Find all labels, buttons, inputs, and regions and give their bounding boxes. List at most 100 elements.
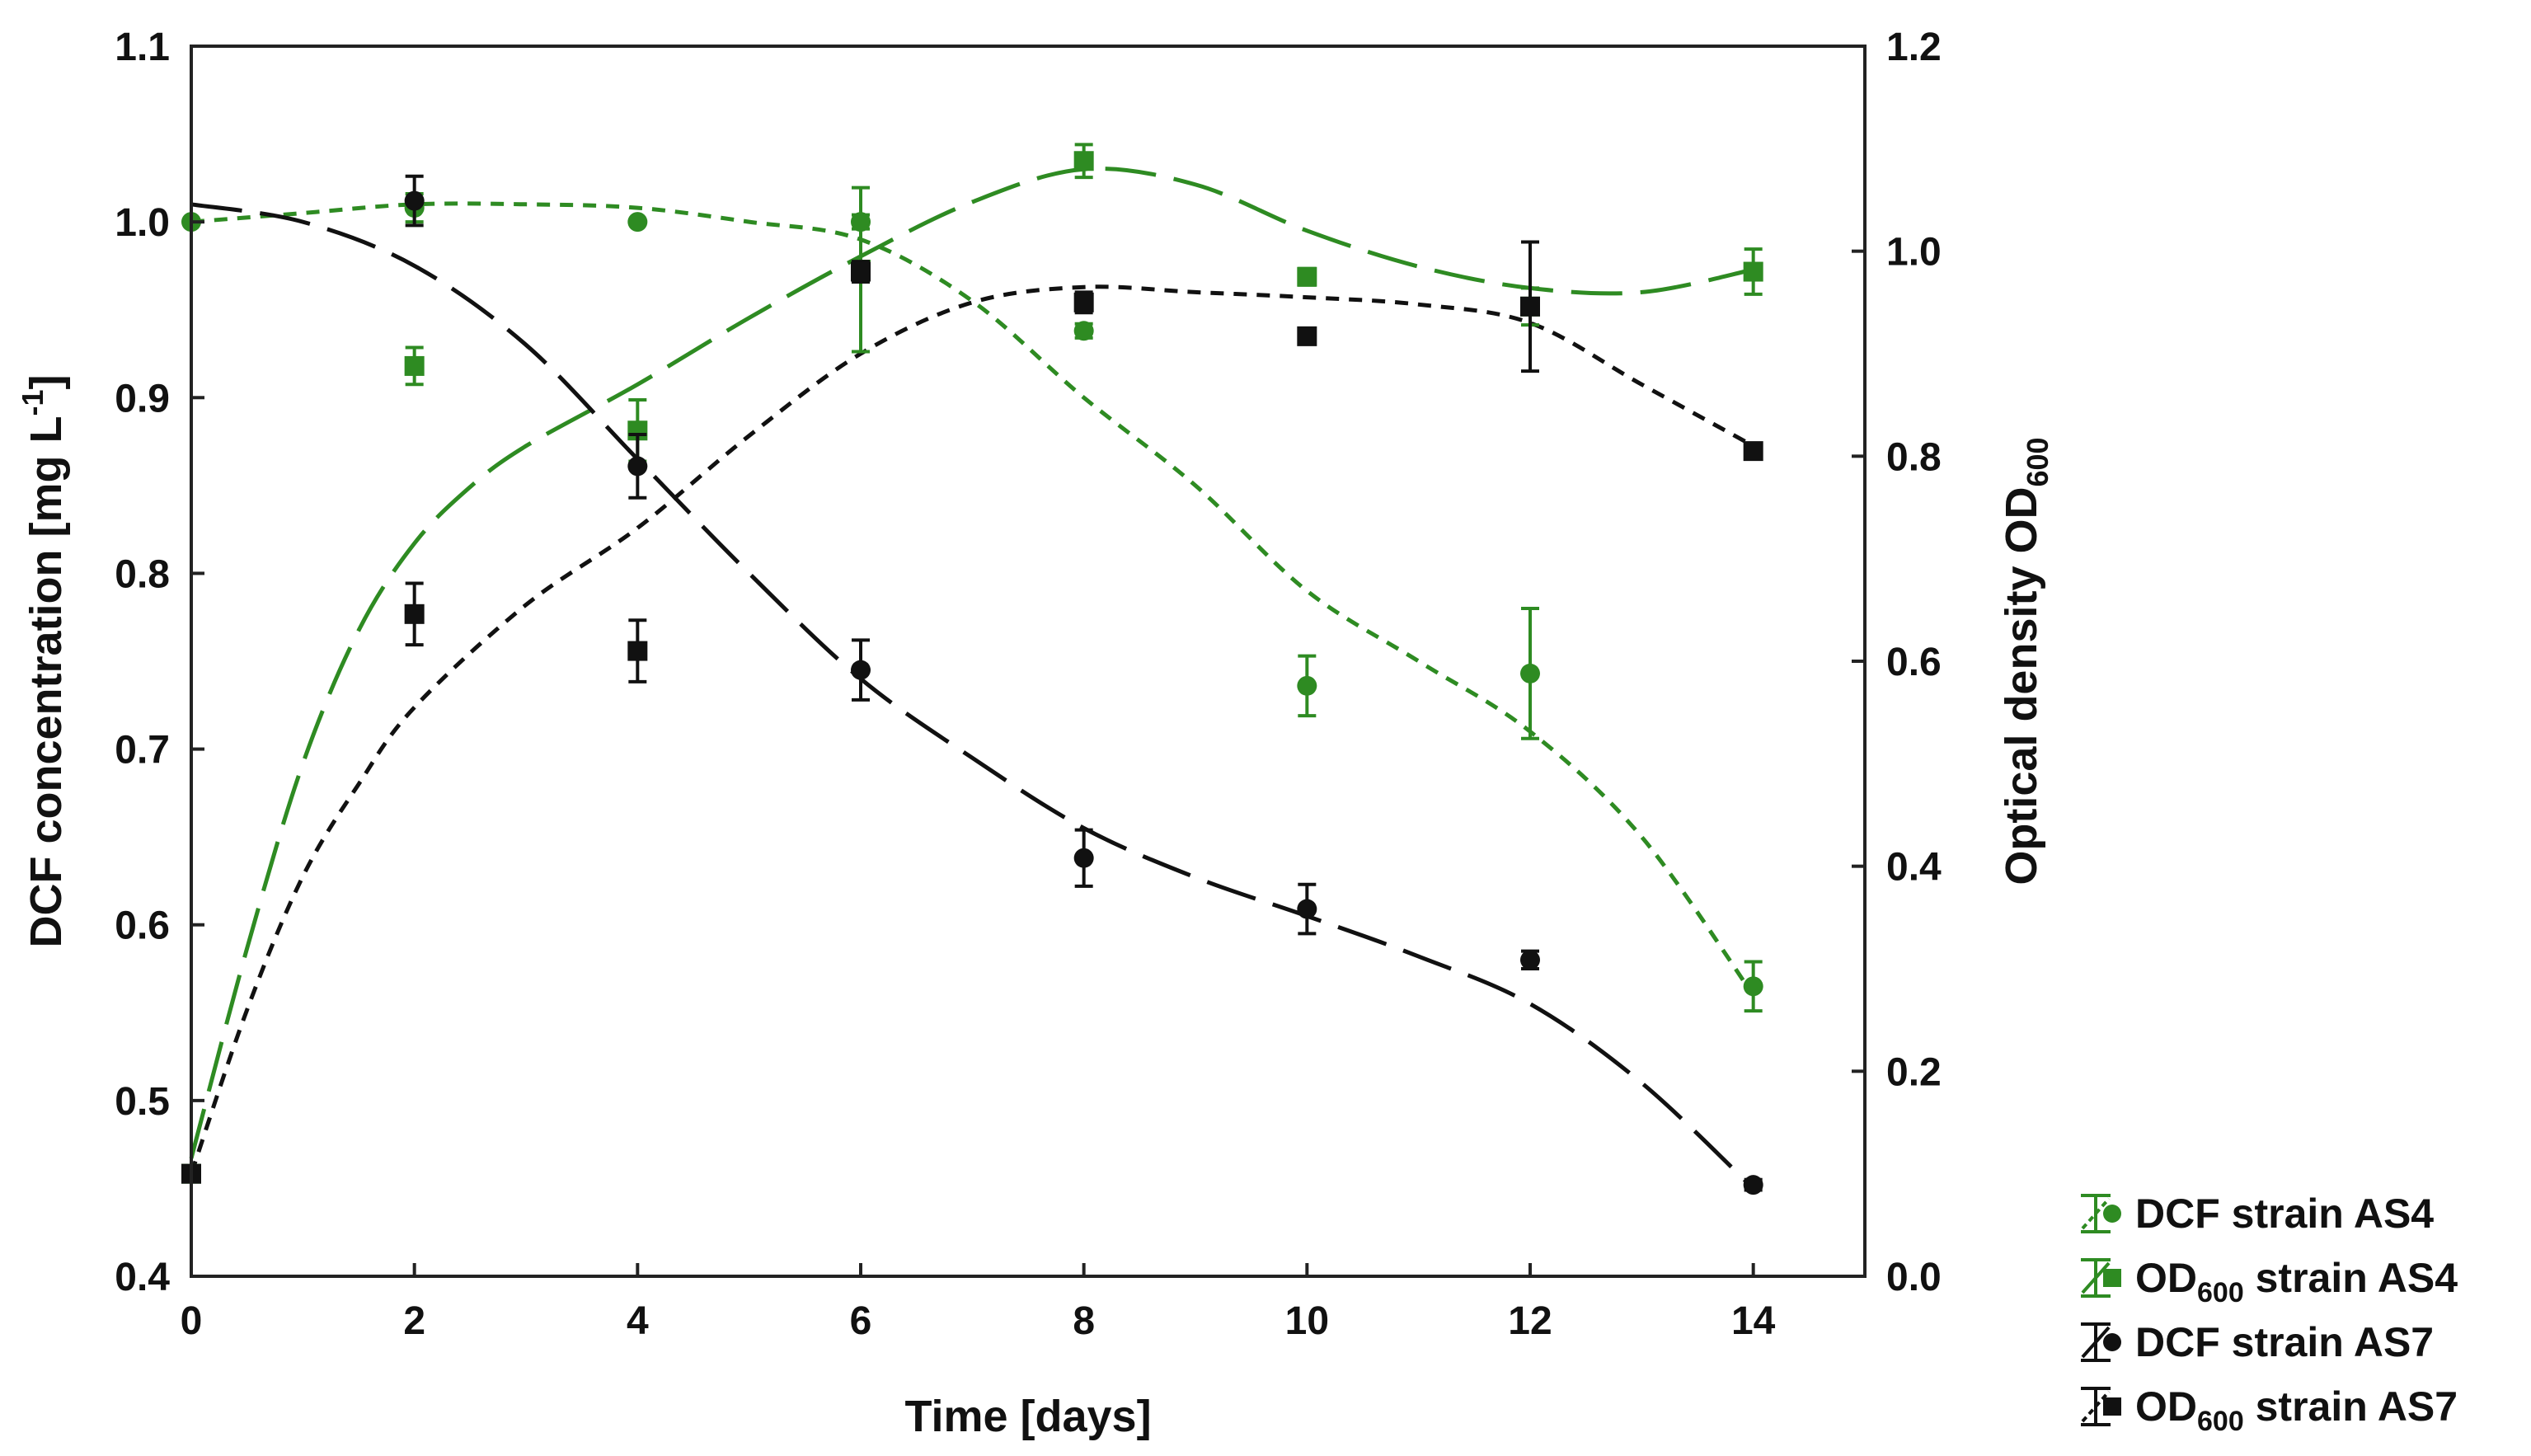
marker-circle [1520, 663, 1540, 683]
y-right-tick-label: 0.8 [1886, 435, 1942, 479]
data-point-series-1 [1073, 143, 1094, 180]
data-point-series-1 [1743, 247, 1763, 296]
x-tick-label: 0 [181, 1299, 203, 1343]
marker-square [1297, 326, 1317, 346]
data-point-series-0 [627, 212, 648, 232]
marker-circle [1743, 1175, 1763, 1195]
data-point-series-3 [1520, 240, 1540, 373]
legend-line [2081, 1261, 2111, 1294]
data-point-series-3 [627, 618, 648, 683]
fit-lines [189, 167, 1755, 1191]
x-tick-label: 2 [403, 1299, 425, 1343]
y-right-title-sub: 600 [2021, 437, 2054, 486]
y-left-title-end: ] [21, 375, 71, 390]
data-point-series-3 [1297, 326, 1317, 346]
legend-marker-square [2103, 1269, 2121, 1287]
legend-symbol [2081, 1258, 2121, 1298]
legend-marker-square [2103, 1397, 2121, 1416]
legend-label-od600-as7: OD600 strain AS7 [2135, 1383, 2458, 1437]
data-point-series-2 [1297, 882, 1317, 936]
legend-od-end: strain AS7 [2244, 1383, 2458, 1430]
marker-circle [627, 456, 648, 477]
plot-frame [190, 45, 1867, 1278]
data-point-series-0 [1073, 321, 1094, 341]
legend-line [2081, 1390, 2111, 1423]
legend-od-sub: 600 [2197, 1277, 2244, 1308]
x-tick-label: 6 [850, 1299, 872, 1343]
data-point-series-0 [1743, 960, 1763, 1013]
legend-od-main: OD [2135, 1383, 2197, 1430]
data-point-series-2 [1743, 1175, 1763, 1195]
y-left-tick-label: 1.1 [115, 26, 170, 69]
y-left-title-main: DCF concentration [mg L [21, 416, 71, 948]
legend-label-dcf-as4: DCF strain AS4 [2135, 1191, 2434, 1237]
marker-circle [851, 660, 871, 680]
marker-square [851, 261, 871, 282]
legend-item-dcf-as4: DCF strain AS4 [2081, 1191, 2434, 1237]
legend-symbol [2081, 1322, 2121, 1362]
data-point-series-0 [1520, 607, 1540, 740]
data-point-series-2 [1073, 828, 1094, 888]
marker-square [627, 641, 648, 661]
y-left-tick-label: 0.4 [115, 1256, 170, 1299]
data-point-series-1 [1297, 266, 1317, 287]
fit-line-series-2 [190, 202, 1755, 1191]
fit-line-series-3 [189, 284, 1754, 1175]
marker-circle [404, 190, 425, 211]
marker-circle [627, 212, 648, 232]
legend-line [2081, 1326, 2111, 1359]
x-tick-label: 12 [1508, 1299, 1552, 1343]
data-markers [181, 143, 1763, 1195]
y-right-tick-label: 1.0 [1886, 231, 1942, 275]
x-tick-label: 4 [627, 1299, 649, 1343]
legend-od-main: OD [2135, 1255, 2197, 1301]
data-point-series-3 [851, 260, 871, 284]
legend-od-sub: 600 [2197, 1406, 2244, 1437]
data-point-series-2 [851, 638, 871, 702]
legend-item-od600-as7: OD600 strain AS7 [2081, 1383, 2458, 1437]
y-left-tick-label: 0.5 [115, 1080, 170, 1124]
x-tick-label: 8 [1073, 1299, 1095, 1343]
legend-label-dcf-as7: DCF strain AS7 [2135, 1319, 2434, 1365]
marker-circle [1073, 321, 1094, 341]
fit-line-series-0 [190, 201, 1755, 997]
y-left-title-sup: -1 [16, 389, 49, 416]
marker-circle [1297, 899, 1317, 919]
data-point-series-2 [627, 433, 648, 500]
data-point-series-0 [1297, 654, 1317, 718]
data-point-series-3 [1073, 290, 1094, 315]
y-right-tick-label: 1.2 [1886, 26, 1942, 69]
marker-square [1073, 292, 1094, 312]
legend-line [2081, 1197, 2111, 1230]
y-left-axis-title: DCF concentration [mg L-1] [16, 375, 71, 948]
legend: DCF strain AS4 OD600 strain AS4 DCF stra… [2081, 1191, 2458, 1437]
legend-symbol [2081, 1194, 2121, 1233]
marker-circle [1743, 976, 1763, 997]
legend-label-od600-as4: OD600 strain AS4 [2135, 1255, 2458, 1308]
legend-item-dcf-as7: DCF strain AS7 [2081, 1319, 2434, 1365]
marker-square [1743, 261, 1763, 282]
data-point-series-2 [1520, 949, 1540, 970]
data-point-series-2 [404, 174, 425, 228]
y-left-tick-label: 0.9 [115, 377, 170, 420]
x-axis-title: Time [days] [904, 1392, 1151, 1441]
marker-circle [1073, 848, 1094, 868]
y-right-title-main: Optical density OD [1997, 486, 2046, 885]
marker-square [1297, 266, 1317, 287]
legend-marker-circle [2103, 1333, 2121, 1351]
data-point-series-1 [404, 345, 425, 387]
marker-square [404, 355, 425, 376]
y-left-tick-label: 1.0 [115, 201, 170, 245]
y-left-tick-label: 0.7 [115, 729, 170, 773]
data-point-series-3 [1743, 441, 1763, 462]
legend-symbol [2081, 1387, 2121, 1426]
axis-ticks: 0 2 4 6 8 10 12 14 0.4 0.5 0.6 0.7 0.8 0.9 1.0 1.1 0.0 0.… [115, 26, 1942, 1343]
legend-od-end: strain AS4 [2244, 1255, 2458, 1301]
marker-square [1520, 296, 1540, 317]
data-point-series-3 [404, 581, 425, 647]
marker-square [404, 604, 425, 624]
legend-marker-circle [2103, 1205, 2121, 1223]
x-tick-label: 14 [1731, 1299, 1776, 1343]
y-right-tick-label: 0.6 [1886, 641, 1942, 684]
marker-circle [1520, 950, 1540, 970]
